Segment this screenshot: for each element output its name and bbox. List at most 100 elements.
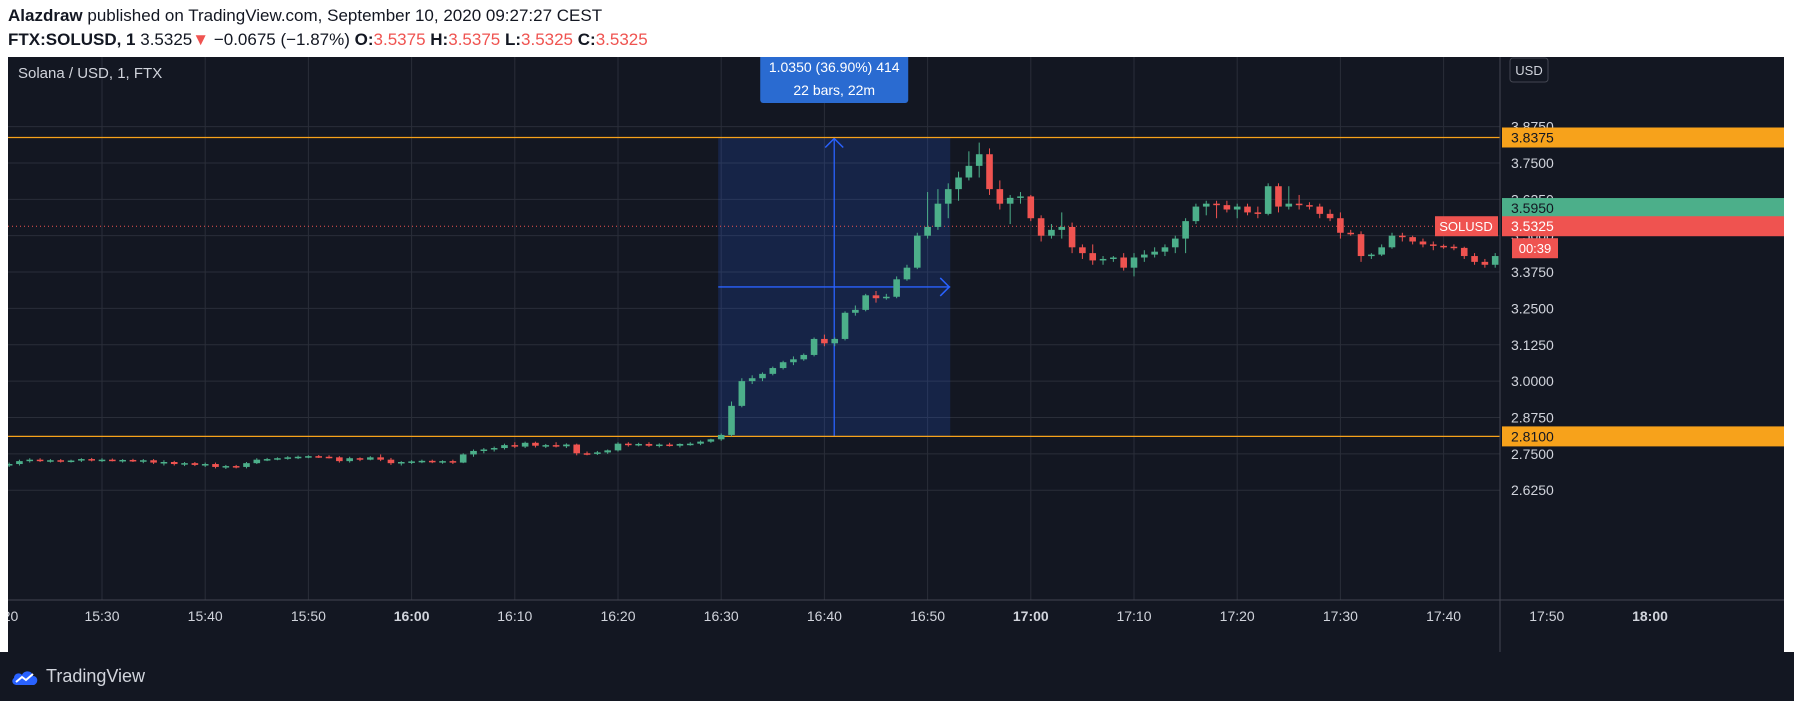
candle-up [748, 378, 756, 382]
symbol-tag-label: SOLUSD [1439, 219, 1492, 234]
candle-up [1110, 257, 1117, 259]
candle-down [666, 444, 673, 447]
candle-up [222, 466, 230, 468]
candle-down [1326, 213, 1334, 219]
x-tick-label: 16:40 [807, 608, 842, 624]
x-tick-label: 16:50 [910, 608, 945, 624]
tradingview-logo[interactable]: TradingView [10, 666, 145, 687]
candle-down [625, 443, 632, 446]
x-tick-label: 16:20 [600, 608, 635, 624]
candle-up [459, 454, 467, 463]
measure-up-arrow-icon [824, 137, 844, 149]
candle-down [996, 189, 1004, 204]
candle-down [583, 453, 591, 455]
candle-down [1068, 226, 1076, 248]
candle-down [1337, 218, 1344, 233]
y-tick-label: 2.7500 [1511, 446, 1554, 462]
candle-down [57, 460, 65, 462]
candle-up [563, 444, 570, 447]
candle-up [1285, 203, 1293, 207]
candle-down [1316, 206, 1324, 214]
footer-bar: TradingView [0, 652, 1794, 701]
candle-up [418, 460, 426, 463]
candle-up [883, 296, 890, 299]
candle-up [1099, 258, 1107, 261]
candle-down [1306, 205, 1313, 207]
candle-up [346, 458, 353, 462]
candle-up [1202, 203, 1210, 207]
candle-up [728, 405, 735, 435]
x-tick-label: 15:40 [188, 608, 223, 624]
candle-up [614, 443, 622, 451]
countdown-tag [1512, 238, 1558, 259]
publish-header: Alazdraw published on TradingView.com, S… [0, 0, 1794, 56]
candle-up [1192, 206, 1200, 222]
candle-down [1347, 232, 1355, 235]
x-tick-label: 18:00 [1632, 608, 1668, 624]
candle-up [779, 362, 787, 369]
open-label: O: [354, 30, 374, 49]
x-tick-label: 17:20 [1220, 608, 1255, 624]
candle-up [26, 459, 34, 462]
candle-down [1357, 234, 1365, 257]
candle-up [1058, 226, 1066, 230]
candle-down [88, 459, 95, 461]
candle-up [201, 464, 209, 466]
candle-up [594, 452, 601, 454]
y-tick-label: 2.8750 [1511, 409, 1554, 425]
y-tick-label: 3.2500 [1511, 300, 1554, 316]
candle-up [893, 279, 900, 297]
candle-down [1295, 203, 1303, 206]
chart-area[interactable]: 1.0350 (36.90%) 414 22 bars, 22m 2.6250 2.7… [8, 57, 1784, 652]
close-value: 3.5325 [595, 30, 648, 49]
candle-up [707, 439, 715, 442]
candle-up [408, 461, 415, 463]
publisher-name[interactable]: Alazdraw [8, 6, 83, 25]
candle-up [810, 338, 818, 355]
price-axis[interactable] [1500, 57, 1784, 652]
candle-down [1027, 196, 1035, 219]
candle-up [913, 235, 921, 268]
x-tick-label: 17:10 [1116, 608, 1151, 624]
currency-button[interactable] [1509, 57, 1549, 83]
candle-up [635, 443, 642, 446]
candle-up [955, 177, 962, 190]
candle-up [676, 443, 684, 446]
candle-down [1419, 241, 1427, 245]
candle-down [1440, 245, 1447, 248]
candle-up [790, 359, 797, 363]
level-price-label: 3.8375 [1511, 130, 1554, 146]
price-change: −0.0675 (−1.87%) [213, 30, 350, 49]
candle-up [1368, 254, 1375, 257]
candle-down [109, 459, 116, 462]
candle-down [1079, 247, 1086, 254]
candle-up [119, 459, 126, 462]
brand-name: TradingView [46, 666, 146, 686]
candle-up [862, 295, 869, 310]
current-price-tag [1502, 216, 1784, 237]
candle-down [150, 460, 157, 463]
candle-down [212, 464, 219, 467]
candle-up [800, 354, 808, 360]
candle-up [253, 459, 261, 464]
candle-up [965, 165, 973, 178]
last-bar-price-label: 3.5950 [1511, 200, 1554, 216]
candle-down [170, 461, 178, 465]
candle-down [1244, 206, 1251, 213]
candle-up [759, 373, 766, 379]
candlestick-chart[interactable]: 1.0350 (36.90%) 414 22 bars, 22m 2.6250 2.7… [8, 57, 1784, 652]
candle-up [1388, 235, 1396, 248]
last-bar-price-tag [1502, 198, 1784, 219]
candle-down [1089, 253, 1097, 261]
candle-up [1141, 254, 1148, 258]
level-price-tag [1502, 426, 1784, 447]
candle-up [98, 459, 106, 462]
down-triangle-icon: ▼ [192, 30, 210, 49]
chart-title: Solana / USD, 1, FTX [18, 65, 162, 82]
candle-up [975, 154, 983, 166]
candle-up [181, 463, 188, 465]
measure-right-arrow-icon [939, 277, 951, 297]
close-label: C: [577, 30, 596, 49]
last-price: 3.5325 [140, 30, 193, 49]
candle-up [1171, 238, 1179, 248]
